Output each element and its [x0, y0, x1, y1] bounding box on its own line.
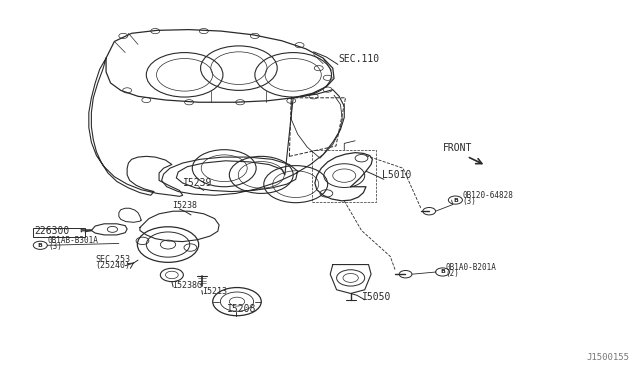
Bar [33, 228, 85, 237]
Text: (2): (2) [445, 269, 459, 278]
Text: (3): (3) [48, 242, 62, 251]
Text: B: B [440, 269, 445, 275]
Text: 0B1A0-B201A: 0B1A0-B201A [445, 263, 496, 272]
Text: I5050: I5050 [362, 292, 391, 302]
Text: B: B [38, 243, 43, 248]
Text: I5239: I5239 [182, 178, 212, 188]
Text: (3): (3) [463, 197, 476, 206]
Bar [312, 150, 376, 202]
Text: L5010: L5010 [382, 170, 412, 180]
Text: SEC.110: SEC.110 [338, 54, 379, 64]
Text: 0B1AB-B301A: 0B1AB-B301A [48, 236, 99, 245]
Text: (25240): (25240) [95, 261, 130, 270]
Text: SEC.253: SEC.253 [95, 255, 130, 264]
Text: I5238G: I5238G [172, 281, 202, 290]
Text: I5238: I5238 [172, 201, 197, 210]
Text: FRONT: FRONT [444, 143, 472, 153]
Text: J1500155: J1500155 [587, 353, 630, 362]
Text: 226300: 226300 [35, 226, 70, 236]
Text: I5208: I5208 [227, 304, 257, 314]
Text: 0B120-64828: 0B120-64828 [463, 191, 513, 200]
Text: I5213: I5213 [202, 288, 227, 296]
Text: B: B [453, 198, 458, 203]
